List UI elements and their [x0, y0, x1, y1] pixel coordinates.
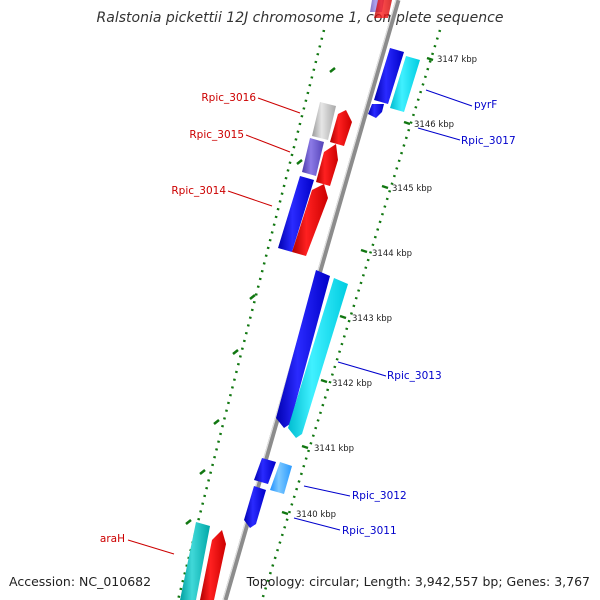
gene-rpic-3012	[270, 462, 292, 494]
gene-large-blue	[276, 270, 330, 428]
tick-label-3143: 3143 kbp	[352, 314, 392, 324]
tick-label-3141: 3141 kbp	[314, 444, 354, 454]
label-rpic-3017: Rpic_3017	[461, 135, 516, 147]
tick-label-3147: 3147 kbp	[437, 55, 477, 65]
gene-red-b	[316, 144, 338, 186]
gene-red-bottom	[200, 530, 226, 600]
gene-rpic-3013	[288, 278, 348, 438]
gene-rpic-3016	[312, 102, 336, 140]
kbp-ticks	[281, 56, 434, 516]
gene-pyrf	[374, 48, 404, 104]
label-arah: araH	[100, 533, 125, 545]
map-title: Ralstonia pickettii 12J chromosome 1, co…	[96, 10, 504, 26]
tick-label-3140: 3140 kbp	[296, 510, 336, 520]
gene-rpic-3015	[302, 138, 324, 176]
gene-small-blue	[368, 104, 384, 118]
summary-text: Topology: circular; Length: 3,942,557 bp…	[246, 574, 590, 589]
label-rpic-3015: Rpic_3015	[189, 129, 244, 141]
gene-red-c	[292, 184, 328, 256]
label-rpic-3013: Rpic_3013	[387, 370, 442, 382]
label-rpic-3014: Rpic_3014	[171, 185, 226, 197]
label-rpic-3016: Rpic_3016	[201, 92, 256, 104]
gene-rpic-3011	[244, 486, 266, 528]
forward-leader-lines	[127, 97, 301, 555]
gene-arah	[180, 522, 210, 600]
inner-dotted-ring	[260, 29, 442, 600]
gene-top-red	[374, 0, 392, 18]
tick-label-3145: 3145 kbp	[392, 184, 432, 194]
tick-label-3146: 3146 kbp	[414, 120, 454, 130]
gene-small-blue-2	[254, 458, 276, 484]
reverse-leader-lines	[293, 89, 473, 531]
gene-rpic-3014	[278, 176, 314, 252]
accession-text: Accession: NC_010682	[9, 574, 152, 589]
tick-label-3144: 3144 kbp	[372, 249, 412, 259]
label-rpic-3011: Rpic_3011	[342, 525, 397, 537]
label-rpic-3012: Rpic_3012	[352, 490, 407, 502]
gene-rpic-3017	[390, 56, 420, 112]
gc-dashes	[185, 67, 336, 525]
gene-red-a	[330, 110, 352, 146]
tick-label-3142: 3142 kbp	[332, 379, 372, 389]
label-pyrf: pyrF	[474, 99, 497, 111]
